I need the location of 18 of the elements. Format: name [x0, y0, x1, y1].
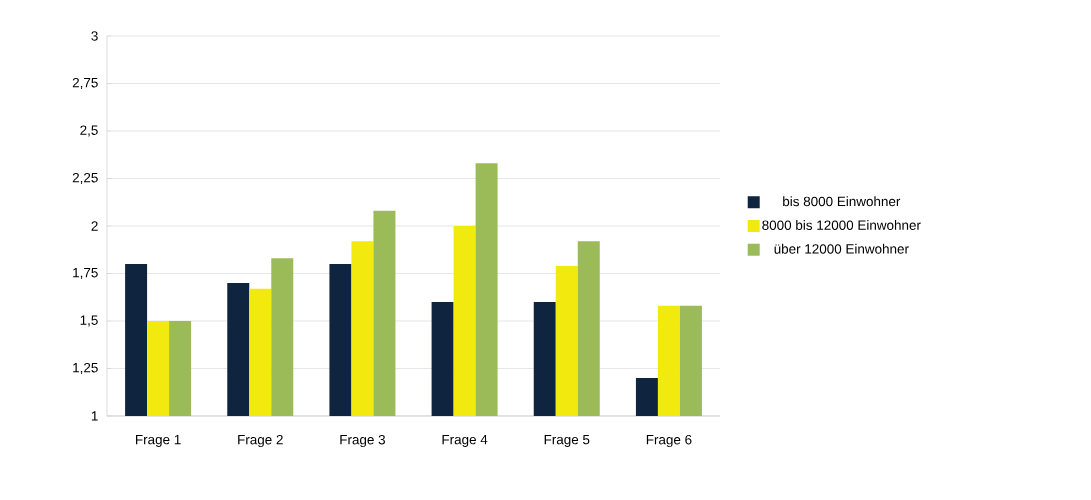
legend-label: bis 8000 Einwohner	[783, 196, 901, 207]
y-tick-label: 3	[91, 31, 98, 41]
y-tick-label: 1	[91, 411, 98, 421]
y-tick-label: 1,5	[80, 315, 98, 327]
y-tick-label: 2,25	[72, 172, 98, 185]
x-tick-label: Frage 2	[238, 434, 283, 448]
x-tick-label: Frage 3	[340, 434, 385, 448]
x-tick-label: Frage 1	[136, 434, 181, 447]
x-tick-label: Frage 4	[442, 434, 488, 447]
legend-label: 8000 bis 12000 Einwohner	[762, 220, 921, 230]
x-tick-label: Frage 6	[646, 434, 692, 448]
y-tick-label: 1,25	[73, 362, 98, 375]
y-tick-label: 2,5	[80, 125, 98, 137]
y-tick-label: 2,75	[72, 77, 98, 90]
legend-label: über 12000 Einwohner	[774, 243, 909, 254]
x-tick-label: Frage 5	[544, 434, 590, 447]
y-tick-label: 2	[91, 221, 98, 231]
y-tick-label: 1,75	[73, 268, 98, 279]
